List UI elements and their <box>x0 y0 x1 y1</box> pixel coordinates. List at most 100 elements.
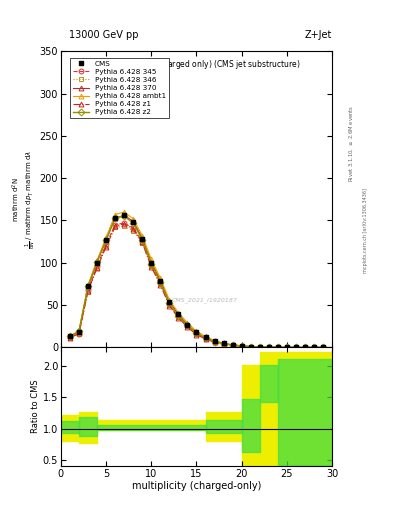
Pythia 6.428 z1 <box>212 339 217 346</box>
Pythia 6.428 370 <box>266 344 271 350</box>
Pythia 6.428 z2 <box>257 344 262 350</box>
Pythia 6.428 z2 <box>321 345 325 351</box>
Pythia 6.428 345 <box>140 239 145 245</box>
Pythia 6.428 z1 <box>275 344 280 350</box>
Pythia 6.428 345 <box>104 241 108 247</box>
Pythia 6.428 ambt1 <box>122 209 127 215</box>
CMS <box>221 340 226 346</box>
Line: Pythia 6.428 370: Pythia 6.428 370 <box>68 213 325 350</box>
Line: Pythia 6.428 346: Pythia 6.428 346 <box>68 224 325 350</box>
Pythia 6.428 370 <box>167 298 172 305</box>
Pythia 6.428 345 <box>77 331 81 337</box>
Text: Rivet 3.1.10, $\geq$ 2.6M events: Rivet 3.1.10, $\geq$ 2.6M events <box>348 105 356 182</box>
Pythia 6.428 346 <box>86 288 90 294</box>
Pythia 6.428 ambt1 <box>303 345 307 351</box>
Pythia 6.428 z1 <box>230 343 235 349</box>
Pythia 6.428 z2 <box>86 284 90 290</box>
CMS <box>185 323 190 329</box>
Pythia 6.428 z2 <box>203 335 208 341</box>
Pythia 6.428 346 <box>113 224 118 230</box>
Pythia 6.428 346 <box>312 345 316 351</box>
Pythia 6.428 345 <box>167 301 172 307</box>
Pythia 6.428 345 <box>95 263 99 269</box>
Pythia 6.428 z1 <box>312 345 316 351</box>
Pythia 6.428 z1 <box>321 345 325 351</box>
Pythia 6.428 z2 <box>248 344 253 350</box>
Pythia 6.428 346 <box>149 263 154 269</box>
Pythia 6.428 346 <box>321 345 325 351</box>
Pythia 6.428 346 <box>176 314 181 320</box>
Pythia 6.428 346 <box>285 344 289 350</box>
Pythia 6.428 345 <box>294 345 298 351</box>
Pythia 6.428 345 <box>176 313 181 319</box>
Pythia 6.428 345 <box>266 344 271 350</box>
Pythia 6.428 z2 <box>95 259 99 265</box>
Pythia 6.428 345 <box>113 222 118 228</box>
Pythia 6.428 345 <box>275 344 280 350</box>
Pythia 6.428 z1 <box>158 282 163 288</box>
Pythia 6.428 ambt1 <box>167 297 172 303</box>
Pythia 6.428 345 <box>68 334 72 340</box>
CMS <box>275 344 280 350</box>
Pythia 6.428 z2 <box>285 344 289 350</box>
Pythia 6.428 z1 <box>95 265 99 271</box>
Pythia 6.428 z1 <box>176 315 181 321</box>
Pythia 6.428 370 <box>104 237 108 243</box>
Pythia 6.428 ambt1 <box>104 234 108 241</box>
Pythia 6.428 ambt1 <box>266 344 271 350</box>
Pythia 6.428 346 <box>294 345 298 351</box>
CMS <box>158 279 163 285</box>
Pythia 6.428 z2 <box>212 338 217 345</box>
Y-axis label: mathrm d$^2$N
$\frac{1}{\mathrm{d}N}$ / mathrm d$p_T$ mathrm d$\lambda$: mathrm d$^2$N $\frac{1}{\mathrm{d}N}$ / … <box>11 150 38 249</box>
Pythia 6.428 370 <box>221 340 226 347</box>
Pythia 6.428 346 <box>68 335 72 341</box>
Pythia 6.428 ambt1 <box>239 343 244 349</box>
Pythia 6.428 ambt1 <box>257 344 262 350</box>
Pythia 6.428 z1 <box>167 303 172 309</box>
Pythia 6.428 z2 <box>266 344 271 350</box>
Text: 13000 GeV pp: 13000 GeV pp <box>69 30 138 40</box>
Pythia 6.428 z1 <box>185 324 190 330</box>
CMS <box>149 260 154 266</box>
Pythia 6.428 ambt1 <box>312 345 316 351</box>
Pythia 6.428 ambt1 <box>230 342 235 348</box>
Pythia 6.428 370 <box>248 344 253 350</box>
Pythia 6.428 z1 <box>239 343 244 349</box>
Pythia 6.428 346 <box>221 341 226 347</box>
Pythia 6.428 z2 <box>167 301 172 307</box>
Pythia 6.428 z1 <box>131 226 136 232</box>
Legend: CMS, Pythia 6.428 345, Pythia 6.428 346, Pythia 6.428 370, Pythia 6.428 ambt1, P: CMS, Pythia 6.428 345, Pythia 6.428 346,… <box>70 58 169 118</box>
Pythia 6.428 z1 <box>257 344 262 350</box>
Pythia 6.428 ambt1 <box>131 216 136 222</box>
Pythia 6.428 346 <box>185 323 190 329</box>
CMS <box>266 344 271 350</box>
Pythia 6.428 ambt1 <box>248 344 253 350</box>
Pythia 6.428 346 <box>194 331 199 337</box>
Pythia 6.428 z2 <box>68 333 72 339</box>
CMS <box>312 345 316 351</box>
Pythia 6.428 345 <box>149 262 154 268</box>
Pythia 6.428 345 <box>239 343 244 349</box>
Pythia 6.428 345 <box>312 345 316 351</box>
CMS <box>239 343 244 349</box>
Pythia 6.428 ambt1 <box>212 337 217 344</box>
Pythia 6.428 346 <box>203 336 208 342</box>
Pythia 6.428 z2 <box>275 344 280 350</box>
Pythia 6.428 z1 <box>285 344 289 350</box>
Pythia 6.428 z2 <box>77 328 81 334</box>
Text: mcplots.cern.ch [arXiv:1306.3436]: mcplots.cern.ch [arXiv:1306.3436] <box>363 188 368 273</box>
Pythia 6.428 ambt1 <box>149 257 154 263</box>
Pythia 6.428 ambt1 <box>140 232 145 239</box>
Pythia 6.428 345 <box>194 330 199 336</box>
Line: Pythia 6.428 ambt1: Pythia 6.428 ambt1 <box>68 209 325 350</box>
CMS <box>248 344 253 350</box>
Pythia 6.428 370 <box>68 333 72 339</box>
Pythia 6.428 345 <box>221 340 226 347</box>
Pythia 6.428 345 <box>303 345 307 351</box>
Pythia 6.428 370 <box>185 322 190 328</box>
Pythia 6.428 z2 <box>185 323 190 329</box>
Pythia 6.428 ambt1 <box>158 275 163 281</box>
Pythia 6.428 z2 <box>113 215 118 221</box>
Pythia 6.428 ambt1 <box>321 345 325 351</box>
Text: Z+Jet: Z+Jet <box>305 30 332 40</box>
